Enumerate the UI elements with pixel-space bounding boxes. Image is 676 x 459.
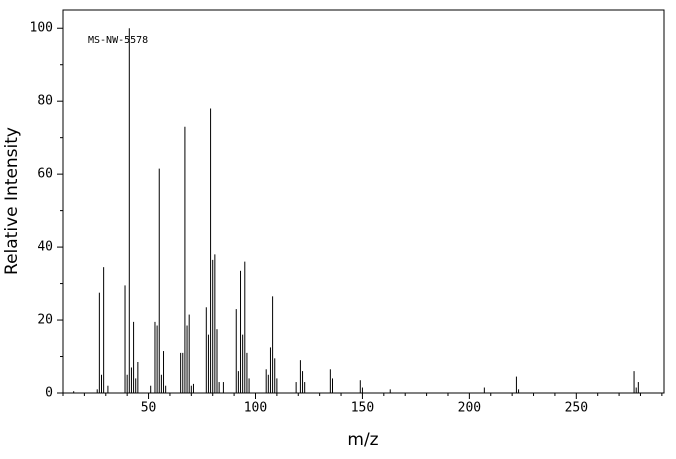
y-tick-label: 100 bbox=[30, 21, 53, 36]
y-tick-label: 20 bbox=[37, 313, 53, 328]
plot-frame bbox=[62, 9, 665, 394]
y-axis-label: Relative Intensity bbox=[2, 127, 22, 275]
x-tick-label: 200 bbox=[458, 401, 481, 416]
y-tick-label: 0 bbox=[45, 386, 53, 401]
x-tick-label: 50 bbox=[141, 401, 157, 416]
x-axis-label: m/z bbox=[347, 430, 378, 450]
x-tick-label: 250 bbox=[565, 401, 588, 416]
y-tick-label: 40 bbox=[37, 240, 53, 255]
x-tick-label: 100 bbox=[244, 401, 267, 416]
annotation: MS-NW-5578 bbox=[88, 35, 148, 46]
x-tick-label: 150 bbox=[351, 401, 374, 416]
y-tick-label: 60 bbox=[37, 167, 53, 182]
y-tick-label: 80 bbox=[37, 94, 53, 109]
